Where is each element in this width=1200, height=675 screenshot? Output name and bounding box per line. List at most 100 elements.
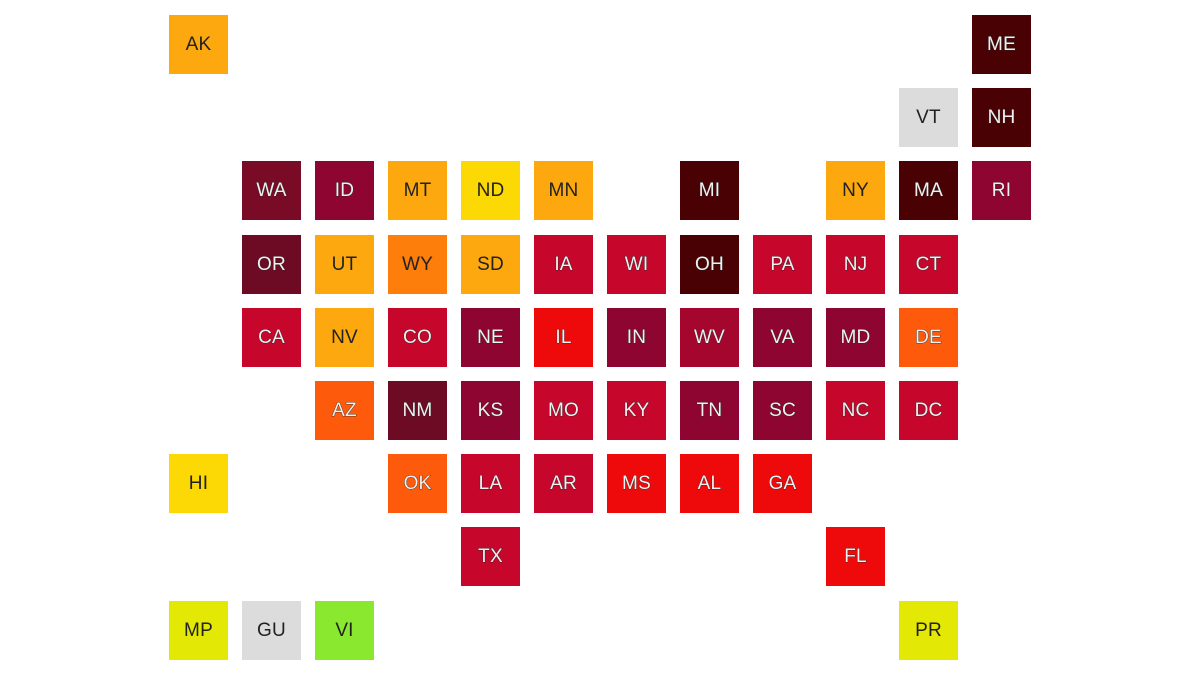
state-tile-ny[interactable]: NY [826,161,885,220]
state-tile-ca[interactable]: CA [242,308,301,367]
state-label: NV [331,327,358,348]
state-label: KY [623,400,650,421]
state-tile-nc[interactable]: NC [826,381,885,440]
state-tile-vi[interactable]: VI [315,601,374,660]
state-tile-ut[interactable]: UT [315,235,374,294]
state-label: CT [915,254,942,275]
state-label: ME [987,34,1017,55]
state-label: PA [770,254,795,275]
state-tile-nj[interactable]: NJ [826,235,885,294]
state-tile-wy[interactable]: WY [388,235,447,294]
state-tile-wi[interactable]: WI [607,235,666,294]
state-tile-ia[interactable]: IA [534,235,593,294]
state-label: WY [401,254,433,275]
state-tile-tx[interactable]: TX [461,527,520,586]
state-tile-ok[interactable]: OK [388,454,447,513]
state-tile-me[interactable]: ME [972,15,1031,74]
state-label: TX [478,546,503,567]
state-label: MI [698,180,721,201]
state-tile-gu[interactable]: GU [242,601,301,660]
state-tile-pr[interactable]: PR [899,601,958,660]
state-tile-ks[interactable]: KS [461,381,520,440]
state-tile-fl[interactable]: FL [826,527,885,586]
state-tile-oh[interactable]: OH [680,235,739,294]
state-label: HI [188,473,209,494]
state-label: FL [844,546,867,567]
state-tile-co[interactable]: CO [388,308,447,367]
state-label: ND [476,180,505,201]
state-tile-al[interactable]: AL [680,454,739,513]
state-tile-id[interactable]: ID [315,161,374,220]
state-label: MA [914,180,944,201]
state-label: OK [403,473,432,494]
state-tile-va[interactable]: VA [753,308,812,367]
state-label: WV [693,327,726,348]
state-tile-nm[interactable]: NM [388,381,447,440]
state-label: DE [915,327,942,348]
state-label: MS [622,473,652,494]
state-label: WA [256,180,287,201]
state-tile-ar[interactable]: AR [534,454,593,513]
state-label: VI [335,620,354,641]
state-tile-hi[interactable]: HI [169,454,228,513]
state-label: AL [697,473,722,494]
state-tile-ri[interactable]: RI [972,161,1031,220]
state-label: MP [184,620,213,641]
state-tile-dc[interactable]: DC [899,381,958,440]
state-tile-mp[interactable]: MP [169,601,228,660]
state-tile-or[interactable]: OR [242,235,301,294]
state-tile-la[interactable]: LA [461,454,520,513]
state-label: SC [769,400,796,421]
state-label: VT [916,107,941,128]
state-label: IA [554,254,573,275]
state-tile-md[interactable]: MD [826,308,885,367]
state-label: TN [696,400,723,421]
state-label: LA [478,473,503,494]
state-label: KS [477,400,504,421]
state-tile-ms[interactable]: MS [607,454,666,513]
state-label: MD [840,327,871,348]
state-tile-ga[interactable]: GA [753,454,812,513]
state-tile-tn[interactable]: TN [680,381,739,440]
state-tile-mi[interactable]: MI [680,161,739,220]
state-tile-in[interactable]: IN [607,308,666,367]
state-tile-il[interactable]: IL [534,308,593,367]
state-tile-sc[interactable]: SC [753,381,812,440]
state-tile-ky[interactable]: KY [607,381,666,440]
state-label: CO [403,327,433,348]
state-tile-sd[interactable]: SD [461,235,520,294]
state-tile-pa[interactable]: PA [753,235,812,294]
state-label: IN [626,327,647,348]
state-label: RI [991,180,1012,201]
state-tile-mn[interactable]: MN [534,161,593,220]
state-label: SD [477,254,504,275]
state-tile-wv[interactable]: WV [680,308,739,367]
state-label: NE [477,327,504,348]
state-tile-vt[interactable]: VT [899,88,958,147]
state-label: GU [257,620,286,641]
state-label: CA [258,327,285,348]
state-label: GA [768,473,797,494]
state-tile-de[interactable]: DE [899,308,958,367]
state-tile-az[interactable]: AZ [315,381,374,440]
state-tile-ne[interactable]: NE [461,308,520,367]
state-tile-ma[interactable]: MA [899,161,958,220]
state-tile-nh[interactable]: NH [972,88,1031,147]
state-tile-mt[interactable]: MT [388,161,447,220]
state-label: OR [257,254,287,275]
state-tile-wa[interactable]: WA [242,161,301,220]
state-label: MN [548,180,579,201]
state-label: DC [914,400,943,421]
state-tile-nv[interactable]: NV [315,308,374,367]
state-label: PR [915,620,942,641]
state-tile-ak[interactable]: AK [169,15,228,74]
state-tile-mo[interactable]: MO [534,381,593,440]
state-label: OH [695,254,725,275]
state-tile-nd[interactable]: ND [461,161,520,220]
state-label: ID [334,180,355,201]
state-tile-ct[interactable]: CT [899,235,958,294]
state-label: MO [547,400,580,421]
state-label: WI [624,254,649,275]
state-label: AR [550,473,577,494]
